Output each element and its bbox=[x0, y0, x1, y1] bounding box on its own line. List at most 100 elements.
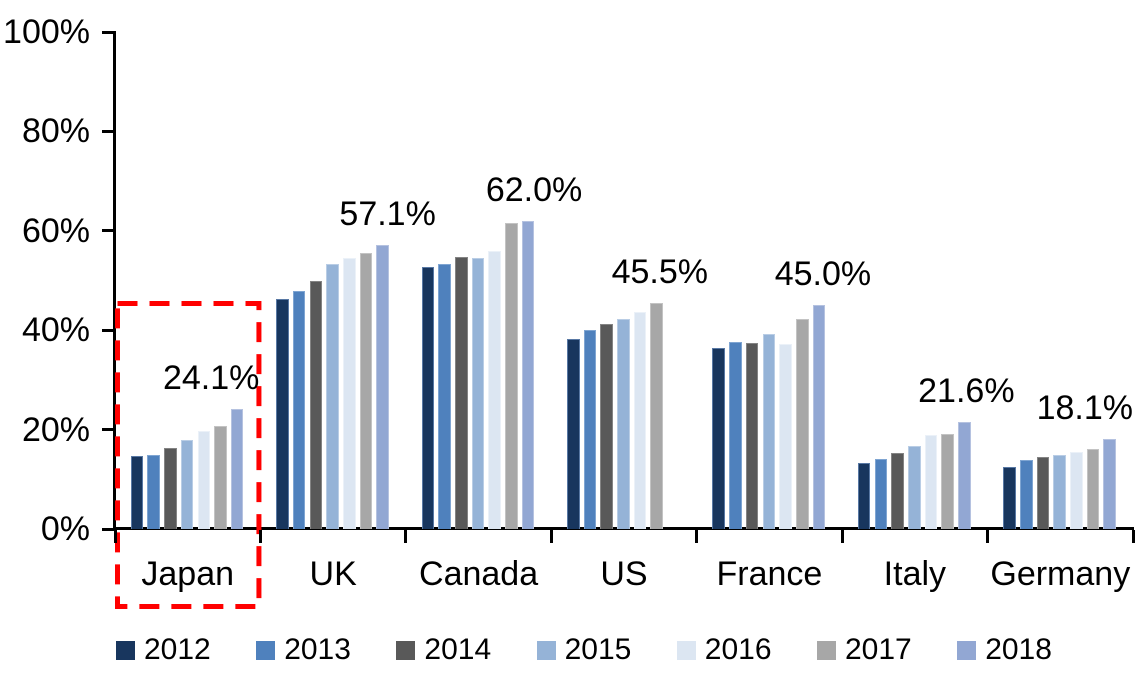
legend-swatch-2015 bbox=[536, 640, 556, 660]
data-label-canada: 62.0% bbox=[485, 170, 583, 209]
x-tick-mark bbox=[549, 530, 553, 543]
bar-france-2013 bbox=[729, 342, 742, 529]
legend-label: 2014 bbox=[424, 633, 492, 666]
bar-japan-2015 bbox=[180, 440, 194, 529]
bar-uk-2017 bbox=[359, 252, 373, 529]
y-tick-label: 0% bbox=[40, 510, 90, 548]
y-tick-label: 60% bbox=[21, 211, 90, 250]
y-tick-label: 80% bbox=[21, 112, 90, 151]
legend-label: 2012 bbox=[144, 633, 211, 666]
bar-japan-2012 bbox=[130, 455, 144, 529]
bar-uk-2018 bbox=[376, 245, 389, 529]
bar-france-2017 bbox=[795, 319, 809, 529]
legend-label: 2013 bbox=[284, 633, 351, 666]
data-label-france: 45.0% bbox=[774, 255, 872, 294]
bar-italy-2015 bbox=[907, 446, 921, 529]
bar-italy-2016 bbox=[924, 435, 938, 529]
bar-italy-2013 bbox=[874, 458, 888, 529]
bar-france-2016 bbox=[779, 344, 792, 529]
bar-uk-2012 bbox=[276, 298, 289, 529]
x-tick-mark bbox=[695, 530, 699, 543]
y-tick-mark bbox=[102, 527, 114, 531]
bar-france-2014 bbox=[745, 342, 759, 529]
bar-canada-2018 bbox=[521, 220, 535, 529]
legend-swatch-2017 bbox=[817, 640, 836, 660]
legend-label: 2016 bbox=[704, 633, 772, 666]
data-label-uk: 57.1% bbox=[339, 195, 436, 234]
data-label-italy: 21.6% bbox=[918, 371, 1015, 410]
bar-germany-2017 bbox=[1086, 449, 1100, 529]
data-label-japan: 24.1% bbox=[162, 359, 260, 398]
x-tick-mark bbox=[840, 530, 844, 543]
legend-item-2014: 2014 bbox=[396, 635, 491, 665]
bar-us-2017 bbox=[650, 302, 664, 529]
y-tick-mark bbox=[102, 30, 114, 34]
category-label-japan: Japan bbox=[141, 555, 235, 593]
bar-uk-2015 bbox=[326, 264, 339, 529]
bar-us-2016 bbox=[633, 312, 647, 529]
legend-item-2012: 2012 bbox=[116, 635, 211, 665]
bar-france-2012 bbox=[712, 347, 725, 529]
y-tick-mark bbox=[102, 428, 114, 432]
x-tick-mark bbox=[113, 530, 117, 543]
legend-swatch-2013 bbox=[256, 640, 276, 660]
y-tick-mark bbox=[102, 229, 114, 233]
bar-us-2012 bbox=[566, 339, 580, 529]
category-label-france: France bbox=[716, 555, 823, 593]
bar-japan-2014 bbox=[164, 447, 177, 529]
bar-uk-2014 bbox=[309, 280, 323, 529]
bar-italy-2018 bbox=[958, 421, 971, 529]
bar-japan-2013 bbox=[147, 454, 160, 529]
bar-germany-2016 bbox=[1070, 451, 1083, 529]
legend-swatch-2012 bbox=[116, 640, 135, 660]
y-tick-mark bbox=[102, 129, 114, 133]
x-tick-mark bbox=[258, 530, 262, 543]
legend-label: 2018 bbox=[985, 633, 1052, 666]
legend-swatch-2014 bbox=[396, 640, 416, 660]
bar-germany-2014 bbox=[1036, 456, 1050, 529]
bar-japan-2016 bbox=[197, 430, 211, 529]
x-tick-mark bbox=[1131, 530, 1135, 543]
y-axis-line bbox=[113, 31, 116, 531]
legend-item-2016: 2016 bbox=[676, 633, 772, 666]
y-tick-label: 40% bbox=[21, 311, 90, 350]
bar-italy-2012 bbox=[857, 463, 871, 529]
bar-france-2018 bbox=[812, 305, 826, 529]
bar-france-2015 bbox=[762, 334, 776, 529]
legend-item-2017: 2017 bbox=[817, 635, 912, 665]
category-label-germany: Germany bbox=[990, 555, 1131, 593]
legend-swatch-2016 bbox=[676, 640, 696, 660]
legend-item-2015: 2015 bbox=[536, 633, 632, 666]
data-label-us: 45.5% bbox=[611, 252, 708, 291]
legend-swatch-2018 bbox=[957, 640, 977, 660]
bar-italy-2017 bbox=[941, 433, 954, 529]
category-label-italy: Italy bbox=[883, 555, 947, 593]
x-tick-mark bbox=[986, 530, 990, 543]
bar-canada-2015 bbox=[471, 257, 485, 529]
y-tick-mark bbox=[102, 328, 114, 332]
bar-germany-2012 bbox=[1003, 466, 1016, 529]
bar-us-2013 bbox=[583, 330, 597, 529]
bar-italy-2014 bbox=[891, 453, 904, 529]
bar-japan-2018 bbox=[230, 409, 244, 529]
bar-uk-2013 bbox=[292, 291, 306, 529]
legend-label: 2015 bbox=[564, 633, 632, 666]
bar-canada-2014 bbox=[454, 256, 468, 529]
bar-canada-2016 bbox=[488, 250, 501, 529]
y-tick-label: 100% bbox=[3, 13, 90, 51]
bar-canada-2013 bbox=[438, 264, 451, 529]
bar-uk-2016 bbox=[342, 257, 356, 529]
bar-canada-2017 bbox=[505, 223, 518, 529]
bar-germany-2015 bbox=[1053, 455, 1066, 529]
bar-japan-2017 bbox=[214, 425, 227, 529]
legend-item-2013: 2013 bbox=[256, 635, 351, 665]
bar-us-2014 bbox=[600, 324, 613, 529]
data-label-germany: 18.1% bbox=[1036, 389, 1133, 428]
y-tick-label: 20% bbox=[21, 410, 90, 449]
legend-label: 2017 bbox=[845, 633, 912, 666]
bar-canada-2012 bbox=[421, 266, 435, 529]
category-label-canada: Canada bbox=[419, 555, 539, 593]
bar-germany-2013 bbox=[1019, 459, 1033, 529]
bar-germany-2018 bbox=[1103, 439, 1117, 529]
